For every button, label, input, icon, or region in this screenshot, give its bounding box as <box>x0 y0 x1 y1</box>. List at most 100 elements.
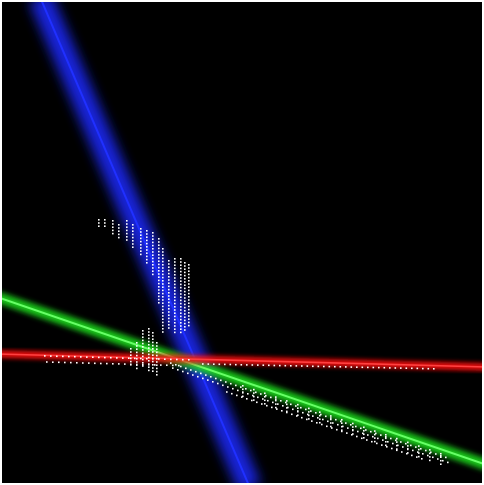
point-cloud-dot <box>295 365 298 367</box>
point-cloud-dot <box>188 312 190 314</box>
point-cloud-dot <box>142 355 144 358</box>
point-cloud-dot <box>242 392 244 394</box>
point-cloud-dot <box>156 342 158 344</box>
point-cloud-dot <box>265 394 267 397</box>
point-cloud-dot <box>174 299 176 302</box>
red-line-core <box>2 353 482 368</box>
point-cloud-dot <box>363 426 365 429</box>
point-cloud-dot <box>188 289 190 292</box>
point-cloud-dot <box>158 273 160 275</box>
point-cloud-dot <box>418 448 420 451</box>
point-cloud-dot <box>396 448 398 450</box>
point-cloud-dot <box>184 294 186 296</box>
point-cloud-dot <box>178 364 180 367</box>
point-cloud-dot <box>397 444 399 447</box>
point-cloud-dot <box>405 442 407 445</box>
point-cloud-dot <box>140 237 142 240</box>
point-cloud-dot <box>277 403 279 405</box>
point-cloud-dot <box>381 444 383 446</box>
point-cloud-dot <box>62 355 64 358</box>
point-cloud-dot <box>182 370 184 373</box>
point-cloud-dot <box>352 429 354 432</box>
point-cloud-dot <box>88 362 90 364</box>
point-cloud-dot <box>118 230 120 232</box>
point-cloud-dot <box>317 365 320 368</box>
point-cloud-dot <box>158 241 160 243</box>
point-cloud-dot <box>323 365 325 368</box>
point-cloud-dot <box>174 277 176 279</box>
point-cloud-dot <box>162 257 164 260</box>
point-cloud-dot <box>46 361 48 363</box>
point-cloud-dot <box>433 368 435 370</box>
point-cloud-dot <box>76 362 78 364</box>
red-line <box>2 350 482 371</box>
point-cloud-dot <box>152 238 154 240</box>
point-cloud-dot <box>168 263 170 265</box>
point-cloud-dot <box>402 446 404 448</box>
point-cloud-dot <box>180 296 182 298</box>
point-cloud-dot <box>174 280 176 282</box>
point-cloud-dot <box>142 342 144 345</box>
point-cloud-dot <box>286 400 288 402</box>
point-cloud-dot <box>180 261 182 263</box>
point-cloud-dot <box>267 399 269 402</box>
point-cloud-dot <box>184 265 186 267</box>
point-cloud-dot <box>202 363 204 365</box>
point-cloud-dot <box>104 225 106 227</box>
point-cloud-dot <box>126 223 128 225</box>
point-cloud-dot <box>222 384 224 387</box>
point-cloud-dot <box>213 363 215 365</box>
point-cloud-dot <box>180 283 182 286</box>
point-cloud-dot <box>200 372 202 375</box>
point-cloud-dot <box>152 251 154 253</box>
point-cloud-dot <box>148 350 150 352</box>
point-cloud-dot <box>374 440 376 443</box>
point-cloud-dot <box>174 328 176 330</box>
point-cloud-dot <box>162 324 164 327</box>
point-cloud-dot <box>112 226 114 228</box>
point-cloud-dot <box>162 299 164 301</box>
point-cloud-dot <box>253 388 255 391</box>
point-cloud-dot <box>74 355 76 358</box>
point-cloud-dot <box>247 393 249 395</box>
point-cloud-dot <box>418 455 420 458</box>
point-cloud-dot <box>174 283 176 286</box>
point-cloud-dot <box>104 222 106 224</box>
point-cloud-dot <box>168 311 170 313</box>
point-cloud-dot <box>334 365 336 368</box>
point-cloud-dot <box>166 364 168 366</box>
point-cloud-dot <box>355 425 357 428</box>
point-cloud-dot <box>188 321 190 324</box>
point-cloud-dot <box>162 273 164 276</box>
point-cloud-dot <box>136 363 138 366</box>
point-cloud-dot <box>297 407 299 409</box>
point-cloud-dot <box>126 232 128 235</box>
point-cloud-dot <box>291 413 293 416</box>
point-cloud-dot <box>158 266 160 269</box>
point-cloud-dot <box>437 458 439 460</box>
point-cloud-dot <box>396 437 398 440</box>
point-cloud-dot <box>188 273 190 276</box>
point-cloud-dot <box>188 324 190 327</box>
point-cloud-dot <box>188 264 190 266</box>
point-cloud-dot <box>86 356 88 358</box>
point-cloud-dot <box>363 437 365 439</box>
point-cloud-dot <box>218 363 221 366</box>
point-cloud-dot <box>394 367 397 369</box>
point-cloud-dot <box>372 435 374 438</box>
point-cloud-dot <box>188 276 190 279</box>
point-cloud-dot <box>432 456 434 459</box>
point-cloud-dot <box>418 452 420 454</box>
point-cloud-dot <box>184 316 186 318</box>
point-cloud-dot <box>273 364 276 367</box>
point-cloud-dot <box>407 441 409 444</box>
point-cloud-dot <box>162 328 164 330</box>
point-cloud-dot <box>184 274 186 277</box>
point-cloud-dot <box>332 422 334 424</box>
point-cloud-dot <box>168 266 170 268</box>
point-cloud-dot <box>253 399 255 401</box>
point-cloud-dot <box>162 321 164 324</box>
point-cloud-dot <box>395 439 397 442</box>
point-cloud-dot <box>319 418 321 420</box>
